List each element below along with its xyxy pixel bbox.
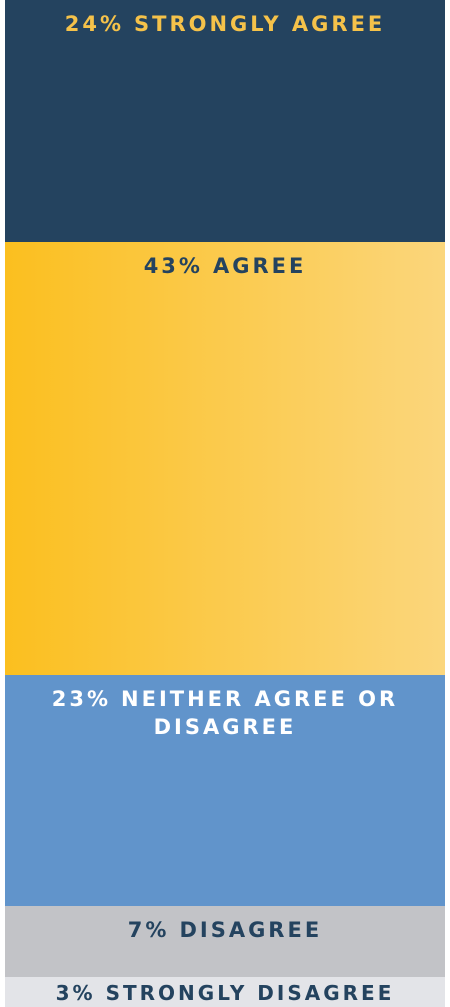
value-label: 43%	[143, 253, 203, 278]
segment: 7% DISAGREE	[5, 906, 445, 977]
value-label: 24%	[64, 12, 124, 36]
segment: 43% AGREE	[5, 241, 445, 675]
value-label: 3%	[55, 980, 96, 1005]
category-label: NEITHER AGREE OR DISAGREE	[121, 686, 399, 739]
chart: 24% STRONGLY AGREE 43% AGREE 23% NEITHER AGRE…	[5, 0, 445, 1007]
category-label: STRONGLY AGREE	[134, 12, 386, 36]
value-label: 23%	[51, 686, 112, 711]
category-label: AGREE	[212, 253, 307, 278]
category-label: DISAGREE	[179, 918, 323, 943]
value-label: 7%	[127, 918, 170, 943]
segment: 24% STRONGLY AGREE	[5, 0, 445, 242]
segment: 3% STRONGLY DISAGREE	[5, 976, 445, 1007]
segment: 23% NEITHER AGREE OR DISAGREE	[5, 674, 445, 907]
category-label: STRONGLY DISAGREE	[105, 980, 395, 1005]
